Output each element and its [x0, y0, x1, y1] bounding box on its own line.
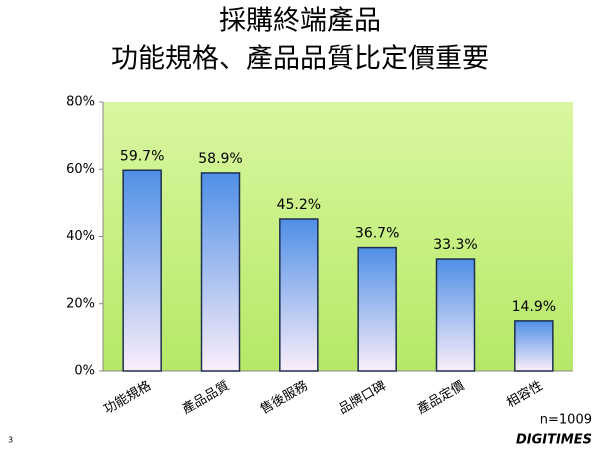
x-tick-label: 產品定價	[414, 378, 467, 418]
x-tick-label: 品牌口碑	[336, 378, 389, 418]
y-tick-label: 20%	[66, 296, 95, 311]
bar	[514, 320, 554, 372]
logo: DIGITIMES	[516, 433, 592, 448]
y-tick-label: 0%	[74, 364, 95, 379]
value-label: 58.9%	[198, 151, 242, 167]
value-label: 14.9%	[512, 299, 556, 315]
bar	[122, 169, 162, 372]
x-tick-label: 相容性	[504, 378, 546, 411]
chart-title: 採購終端產品	[219, 6, 381, 37]
y-tick-label: 60%	[66, 162, 95, 177]
x-tick-label: 產品品質	[179, 378, 232, 418]
note: n=1009	[540, 413, 592, 428]
chart-subtitle: 功能規格、產品品質比定價重要	[111, 44, 489, 75]
value-label: 59.7%	[120, 148, 164, 164]
bar	[200, 172, 241, 372]
y-tick-label: 40%	[66, 229, 95, 244]
bar	[435, 258, 476, 372]
y-tick-label: 80%	[66, 95, 95, 110]
x-tick-label: 功能規格	[101, 378, 154, 418]
value-label: 45.2%	[277, 197, 321, 213]
x-tick-label: 售後服務	[258, 378, 311, 418]
plot-area	[103, 102, 573, 371]
page-number: 3	[8, 436, 13, 445]
bar	[279, 218, 319, 372]
value-label: 36.7%	[355, 226, 399, 242]
bar	[357, 246, 397, 372]
value-label: 33.3%	[433, 237, 477, 253]
